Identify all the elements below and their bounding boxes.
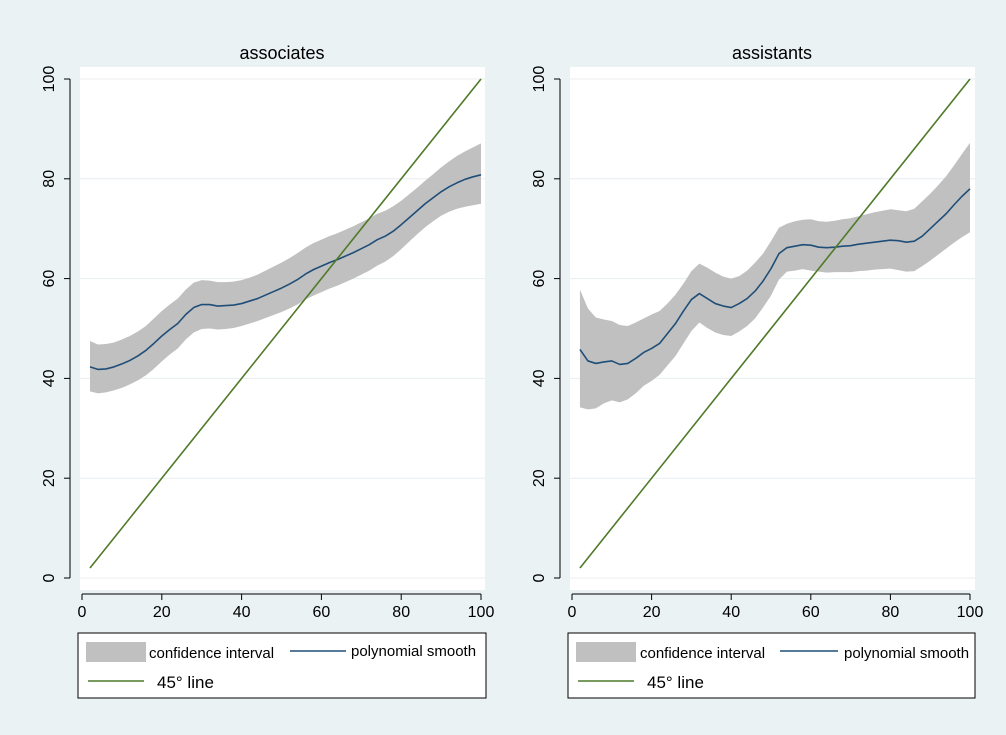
y-tick-label: 80	[531, 170, 548, 188]
legend-swatch-confidence-interval	[576, 642, 636, 662]
y-tick-label: 40	[41, 369, 58, 387]
legend-swatch-confidence-interval	[86, 642, 146, 662]
panel-assistants: assistants 0 20 40 60 80 100 0 20 40 60 80 100 conf…	[531, 43, 983, 699]
axes: 0 20 40 60 80 100 0 20 40 60 80 100	[41, 66, 494, 621]
y-tick-label: 100	[531, 66, 548, 93]
x-tick-label: 60	[313, 604, 331, 621]
line-45-degree	[89, 78, 482, 569]
line-45-degree	[579, 78, 971, 569]
y-tick-label: 20	[41, 469, 58, 487]
confidence-interval-band	[89, 143, 481, 394]
legend-label-45-line: 45° line	[647, 673, 704, 692]
polynomial-smooth-line	[89, 174, 482, 371]
polynomial-smooth-line	[579, 188, 971, 366]
confidence-band	[89, 143, 481, 394]
y-tick-label: 0	[41, 573, 58, 582]
x-tick-label: 0	[568, 604, 577, 621]
legend-label-45-line: 45° line	[157, 673, 214, 692]
legend-label-confidence-interval: confidence interval	[149, 645, 274, 662]
chart-title: associates	[239, 43, 324, 63]
y-tick-label: 80	[41, 170, 58, 188]
x-tick-label: 0	[78, 604, 87, 621]
confidence-interval-band	[579, 142, 970, 410]
x-tick-label: 100	[468, 604, 495, 621]
x-tick-label: 40	[722, 604, 740, 621]
legend-label-polynomial-smooth: polynomial smooth	[351, 643, 476, 660]
chart-title: assistants	[732, 43, 812, 63]
legend-label-confidence-interval: confidence interval	[640, 645, 765, 662]
x-tick-label: 60	[802, 604, 820, 621]
series-lines	[579, 78, 971, 569]
y-tick-label: 40	[531, 369, 548, 387]
panel-associates: associates 0 20 40 60 80 100 0 20 40 60 80 100 conf…	[41, 43, 494, 699]
y-tick-label: 60	[41, 270, 58, 288]
x-tick-label: 100	[957, 604, 984, 621]
legend: confidence interval polynomial smooth 45…	[567, 632, 976, 699]
y-tick-label: 100	[41, 66, 58, 93]
y-tick-label: 0	[531, 573, 548, 582]
y-tick-label: 20	[531, 469, 548, 487]
axes: 0 20 40 60 80 100 0 20 40 60 80 100	[531, 66, 983, 621]
legend: confidence interval polynomial smooth 45…	[77, 632, 487, 699]
x-tick-label: 80	[392, 604, 410, 621]
x-tick-label: 80	[882, 604, 900, 621]
legend-label-polynomial-smooth: polynomial smooth	[844, 645, 969, 662]
confidence-band	[579, 142, 970, 410]
series-lines	[89, 78, 482, 569]
x-tick-label: 40	[233, 604, 251, 621]
y-tick-label: 60	[531, 270, 548, 288]
x-tick-label: 20	[153, 604, 171, 621]
x-tick-label: 20	[643, 604, 661, 621]
